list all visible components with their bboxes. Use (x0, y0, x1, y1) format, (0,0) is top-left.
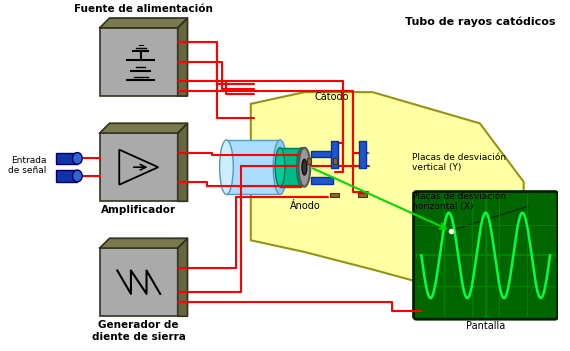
Polygon shape (178, 238, 188, 316)
Text: Cátodo: Cátodo (314, 92, 349, 102)
Ellipse shape (302, 159, 307, 175)
Ellipse shape (296, 148, 306, 187)
Text: Amplificador: Amplificador (101, 205, 176, 215)
Polygon shape (100, 238, 188, 248)
Text: Pantalla: Pantalla (466, 321, 505, 331)
Text: Placas de desviación
horizontal (X): Placas de desviación horizontal (X) (412, 192, 506, 211)
Text: Ánodo: Ánodo (290, 201, 320, 211)
Ellipse shape (273, 140, 287, 194)
Bar (100, 28, 178, 96)
Text: Tubo de rayos catódicos: Tubo de rayos catódicos (405, 16, 555, 27)
Bar (358, 193, 367, 197)
Bar (280, 148, 302, 187)
Polygon shape (178, 123, 188, 201)
Text: Fuente de alimentación: Fuente de alimentación (74, 4, 213, 14)
Bar (331, 141, 337, 168)
Bar (307, 158, 311, 164)
Ellipse shape (299, 148, 310, 187)
Bar (329, 193, 339, 197)
Polygon shape (100, 18, 188, 28)
Bar (56, 153, 78, 164)
Bar (56, 170, 78, 182)
Bar (333, 158, 336, 164)
FancyBboxPatch shape (414, 192, 558, 319)
Polygon shape (251, 92, 524, 299)
Bar (359, 141, 366, 168)
Bar (311, 177, 333, 184)
Ellipse shape (275, 148, 285, 187)
Polygon shape (100, 123, 188, 133)
Bar (226, 140, 280, 194)
Text: Entrada
de señal: Entrada de señal (8, 155, 46, 175)
Ellipse shape (219, 140, 233, 194)
Polygon shape (178, 18, 188, 96)
Text: Generador de
diente de sierra: Generador de diente de sierra (92, 320, 186, 342)
Bar (311, 151, 333, 158)
Bar (100, 248, 178, 316)
Text: Placas de desviación
vertical (Y): Placas de desviación vertical (Y) (412, 153, 506, 172)
Bar (100, 133, 178, 201)
Ellipse shape (72, 170, 82, 182)
Ellipse shape (72, 153, 82, 164)
